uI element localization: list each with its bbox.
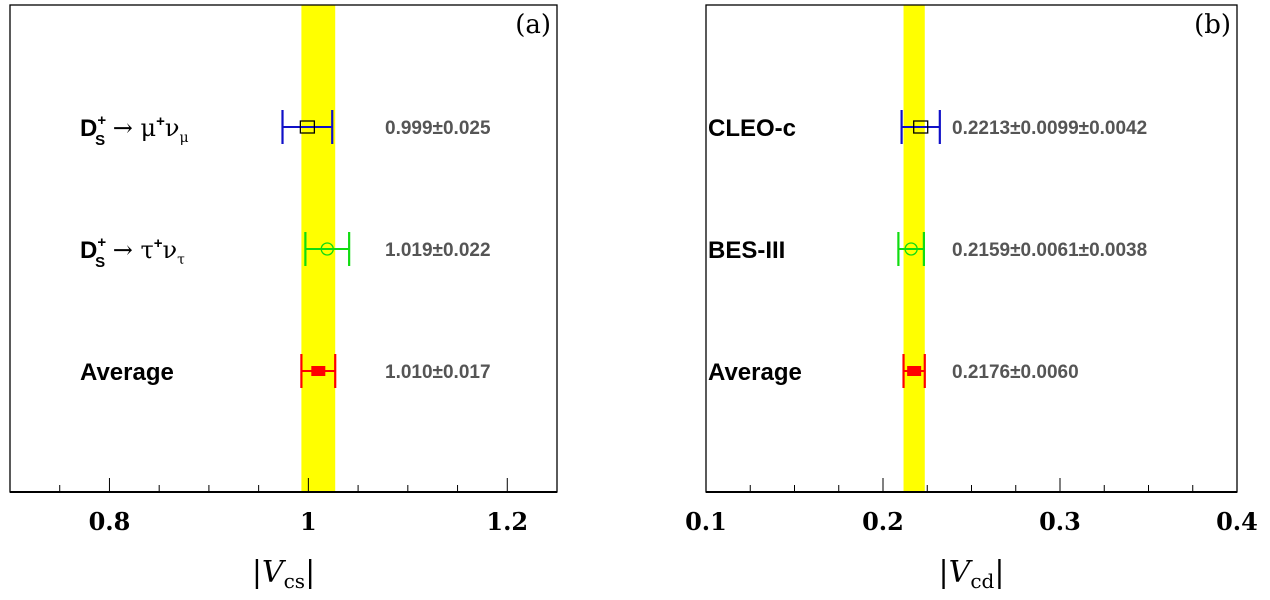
tick-label: 0.3 <box>1039 507 1081 536</box>
panel-label: (a) <box>515 10 551 40</box>
marker-open-square <box>299 120 316 134</box>
measurement-label: D+ S → τ+ντ <box>80 234 185 271</box>
x-axis-title-sub: cs <box>284 569 305 593</box>
label-main: Average <box>708 359 802 386</box>
panel-label: (b) <box>1194 10 1231 40</box>
tick-label: 0.4 <box>1216 507 1258 536</box>
label-rest2: ν <box>165 114 180 142</box>
tick-label: 0.2 <box>862 507 904 536</box>
measurement-value-text: 0.2213±0.0099±0.0042 <box>952 118 1147 139</box>
tick-label: 1 <box>300 507 317 536</box>
x-axis-title-end: | <box>305 555 315 590</box>
measurement-value-text: 0.2159±0.0061±0.0038 <box>952 240 1147 261</box>
marker-filled-square <box>311 366 326 376</box>
measurement-value-text: 1.010±0.017 <box>385 362 491 383</box>
measurement-label: D+ S → μ+νμ <box>80 112 189 149</box>
tick-label: 0.1 <box>685 507 727 536</box>
x-axis-title-main: |V <box>939 555 974 590</box>
label-rest-sub: τ <box>177 252 185 268</box>
label-rest: → μ <box>105 114 156 142</box>
label-sup: + <box>97 112 106 129</box>
label-main: Average <box>80 359 174 386</box>
label-sub: S <box>95 132 105 149</box>
label-sup: + <box>97 234 106 251</box>
measurement-label: Average <box>80 359 174 386</box>
label-main: CLEO-c <box>708 115 796 142</box>
measurement-value-text: 0.2176±0.0060 <box>952 362 1079 383</box>
label-main: D <box>80 237 97 264</box>
tick-label: 0.8 <box>89 507 131 536</box>
marker-open-circle <box>904 242 918 256</box>
panel-b: 0.1 0.2 0.3 0.4 |Vcd| (b) CLEO-c 0.2213±0.0099±… <box>685 4 1258 593</box>
measurement-value-text: 0.999±0.025 <box>385 118 491 139</box>
measurement-label: BES-III <box>708 237 785 264</box>
x-axis-title: |Vcs| <box>252 555 315 593</box>
label-rest-sup: + <box>156 113 165 130</box>
measurement-label: CLEO-c <box>708 115 796 142</box>
marker-filled-square <box>907 366 922 376</box>
tick-label: 1.2 <box>486 507 528 536</box>
label-main: D <box>80 115 97 142</box>
label-sub: S <box>95 254 105 271</box>
label-rest: → τ <box>105 236 154 264</box>
marker-open-square <box>913 120 929 134</box>
label-rest-sup: + <box>154 235 163 252</box>
x-axis-title: |Vcd| <box>939 555 1005 593</box>
x-axis-title-sub: cd <box>970 569 994 593</box>
label-rest2: ν <box>163 236 178 264</box>
measurement-value-text: 1.019±0.022 <box>385 240 491 261</box>
x-axis-title-main: |V <box>252 555 287 590</box>
marker-open-circle <box>320 242 334 256</box>
x-axis-title-end: | <box>994 555 1004 590</box>
label-rest-sub: μ <box>179 130 188 146</box>
label-main: BES-III <box>708 237 785 264</box>
measurement-label: Average <box>708 359 802 386</box>
